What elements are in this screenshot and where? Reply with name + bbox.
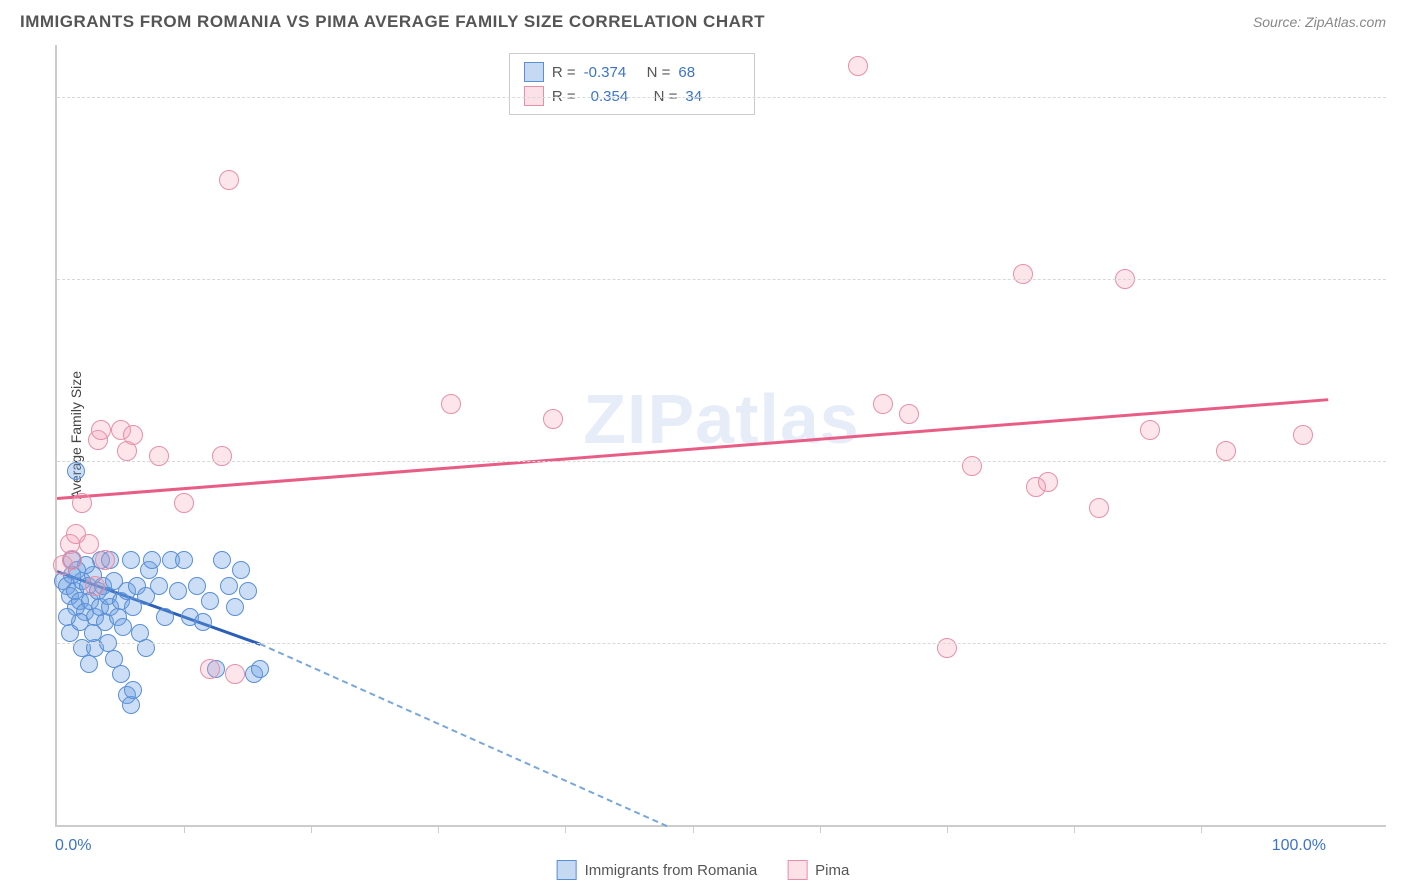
stat-row-blue: R = -0.374 N = 68 bbox=[524, 60, 741, 84]
scatter-point-pink bbox=[212, 446, 232, 466]
scatter-point-blue bbox=[112, 665, 130, 683]
legend-swatch-pink bbox=[787, 860, 807, 880]
scatter-point-pink bbox=[123, 425, 143, 445]
y-gridline bbox=[57, 279, 1386, 280]
x-tick bbox=[947, 825, 948, 833]
swatch-pink bbox=[524, 86, 544, 106]
legend-label-blue: Immigrants from Romania bbox=[585, 862, 758, 879]
chart-header: IMMIGRANTS FROM ROMANIA VS PIMA AVERAGE … bbox=[0, 0, 1406, 40]
y-gridline bbox=[57, 97, 1386, 98]
scatter-point-pink bbox=[95, 550, 115, 570]
x-tick bbox=[438, 825, 439, 833]
x-tick bbox=[820, 825, 821, 833]
legend-item-pink: Pima bbox=[787, 860, 849, 880]
stat-legend: R = -0.374 N = 68 R = 0.354 N = 34 bbox=[509, 53, 756, 115]
stat-row-pink: R = 0.354 N = 34 bbox=[524, 84, 741, 108]
scatter-point-blue bbox=[150, 577, 168, 595]
x-tick bbox=[184, 825, 185, 833]
scatter-point-blue bbox=[201, 592, 219, 610]
scatter-point-pink bbox=[441, 394, 461, 414]
scatter-point-blue bbox=[58, 608, 76, 626]
scatter-point-pink bbox=[200, 659, 220, 679]
scatter-point-blue bbox=[122, 696, 140, 714]
chart-title: IMMIGRANTS FROM ROMANIA VS PIMA AVERAGE … bbox=[20, 12, 765, 32]
scatter-point-blue bbox=[251, 660, 269, 678]
x-tick bbox=[1201, 825, 1202, 833]
x-label-max: 100.0% bbox=[1272, 837, 1326, 855]
legend-item-blue: Immigrants from Romania bbox=[557, 860, 758, 880]
scatter-point-pink bbox=[1013, 264, 1033, 284]
y-gridline bbox=[57, 461, 1386, 462]
scatter-point-pink bbox=[1293, 425, 1313, 445]
scatter-point-pink bbox=[962, 456, 982, 476]
scatter-point-blue bbox=[143, 551, 161, 569]
y-gridline bbox=[57, 643, 1386, 644]
scatter-point-pink bbox=[1038, 472, 1058, 492]
bottom-legend: Immigrants from Romania Pima bbox=[557, 860, 850, 880]
scatter-point-pink bbox=[937, 638, 957, 658]
plot-area bbox=[57, 45, 1326, 825]
x-tick bbox=[1074, 825, 1075, 833]
x-tick bbox=[311, 825, 312, 833]
swatch-blue bbox=[524, 62, 544, 82]
scatter-point-pink bbox=[1089, 498, 1109, 518]
x-tick bbox=[565, 825, 566, 833]
scatter-point-pink bbox=[1140, 420, 1160, 440]
scatter-point-blue bbox=[67, 462, 85, 480]
scatter-point-blue bbox=[169, 582, 187, 600]
scatter-point-pink bbox=[873, 394, 893, 414]
scatter-point-blue bbox=[114, 618, 132, 636]
scatter-point-blue bbox=[156, 608, 174, 626]
legend-label-pink: Pima bbox=[815, 862, 849, 879]
scatter-point-blue bbox=[188, 577, 206, 595]
x-tick bbox=[693, 825, 694, 833]
chart-container: Average Family Size ZIPatlas R = -0.374 … bbox=[55, 45, 1386, 827]
scatter-point-blue bbox=[239, 582, 257, 600]
scatter-point-blue bbox=[220, 577, 238, 595]
scatter-point-blue bbox=[194, 613, 212, 631]
scatter-point-blue bbox=[226, 598, 244, 616]
scatter-point-blue bbox=[232, 561, 250, 579]
trend-line-blue-dashed bbox=[260, 643, 668, 827]
scatter-point-pink bbox=[848, 56, 868, 76]
scatter-point-pink bbox=[219, 170, 239, 190]
scatter-point-pink bbox=[85, 576, 105, 596]
scatter-point-pink bbox=[91, 420, 111, 440]
scatter-point-blue bbox=[213, 551, 231, 569]
scatter-point-blue bbox=[175, 551, 193, 569]
trend-line-pink bbox=[57, 399, 1328, 500]
scatter-point-blue bbox=[84, 624, 102, 642]
scatter-point-pink bbox=[72, 493, 92, 513]
scatter-point-blue bbox=[122, 551, 140, 569]
chart-source: Source: ZipAtlas.com bbox=[1253, 14, 1386, 30]
scatter-point-blue bbox=[137, 639, 155, 657]
scatter-point-pink bbox=[225, 664, 245, 684]
scatter-point-blue bbox=[124, 681, 142, 699]
x-label-min: 0.0% bbox=[55, 837, 91, 855]
legend-swatch-blue bbox=[557, 860, 577, 880]
scatter-point-pink bbox=[174, 493, 194, 513]
scatter-point-pink bbox=[1216, 441, 1236, 461]
scatter-point-pink bbox=[899, 404, 919, 424]
scatter-point-blue bbox=[80, 655, 98, 673]
scatter-point-pink bbox=[79, 534, 99, 554]
scatter-point-pink bbox=[543, 409, 563, 429]
scatter-point-pink bbox=[62, 550, 82, 570]
scatter-point-pink bbox=[149, 446, 169, 466]
